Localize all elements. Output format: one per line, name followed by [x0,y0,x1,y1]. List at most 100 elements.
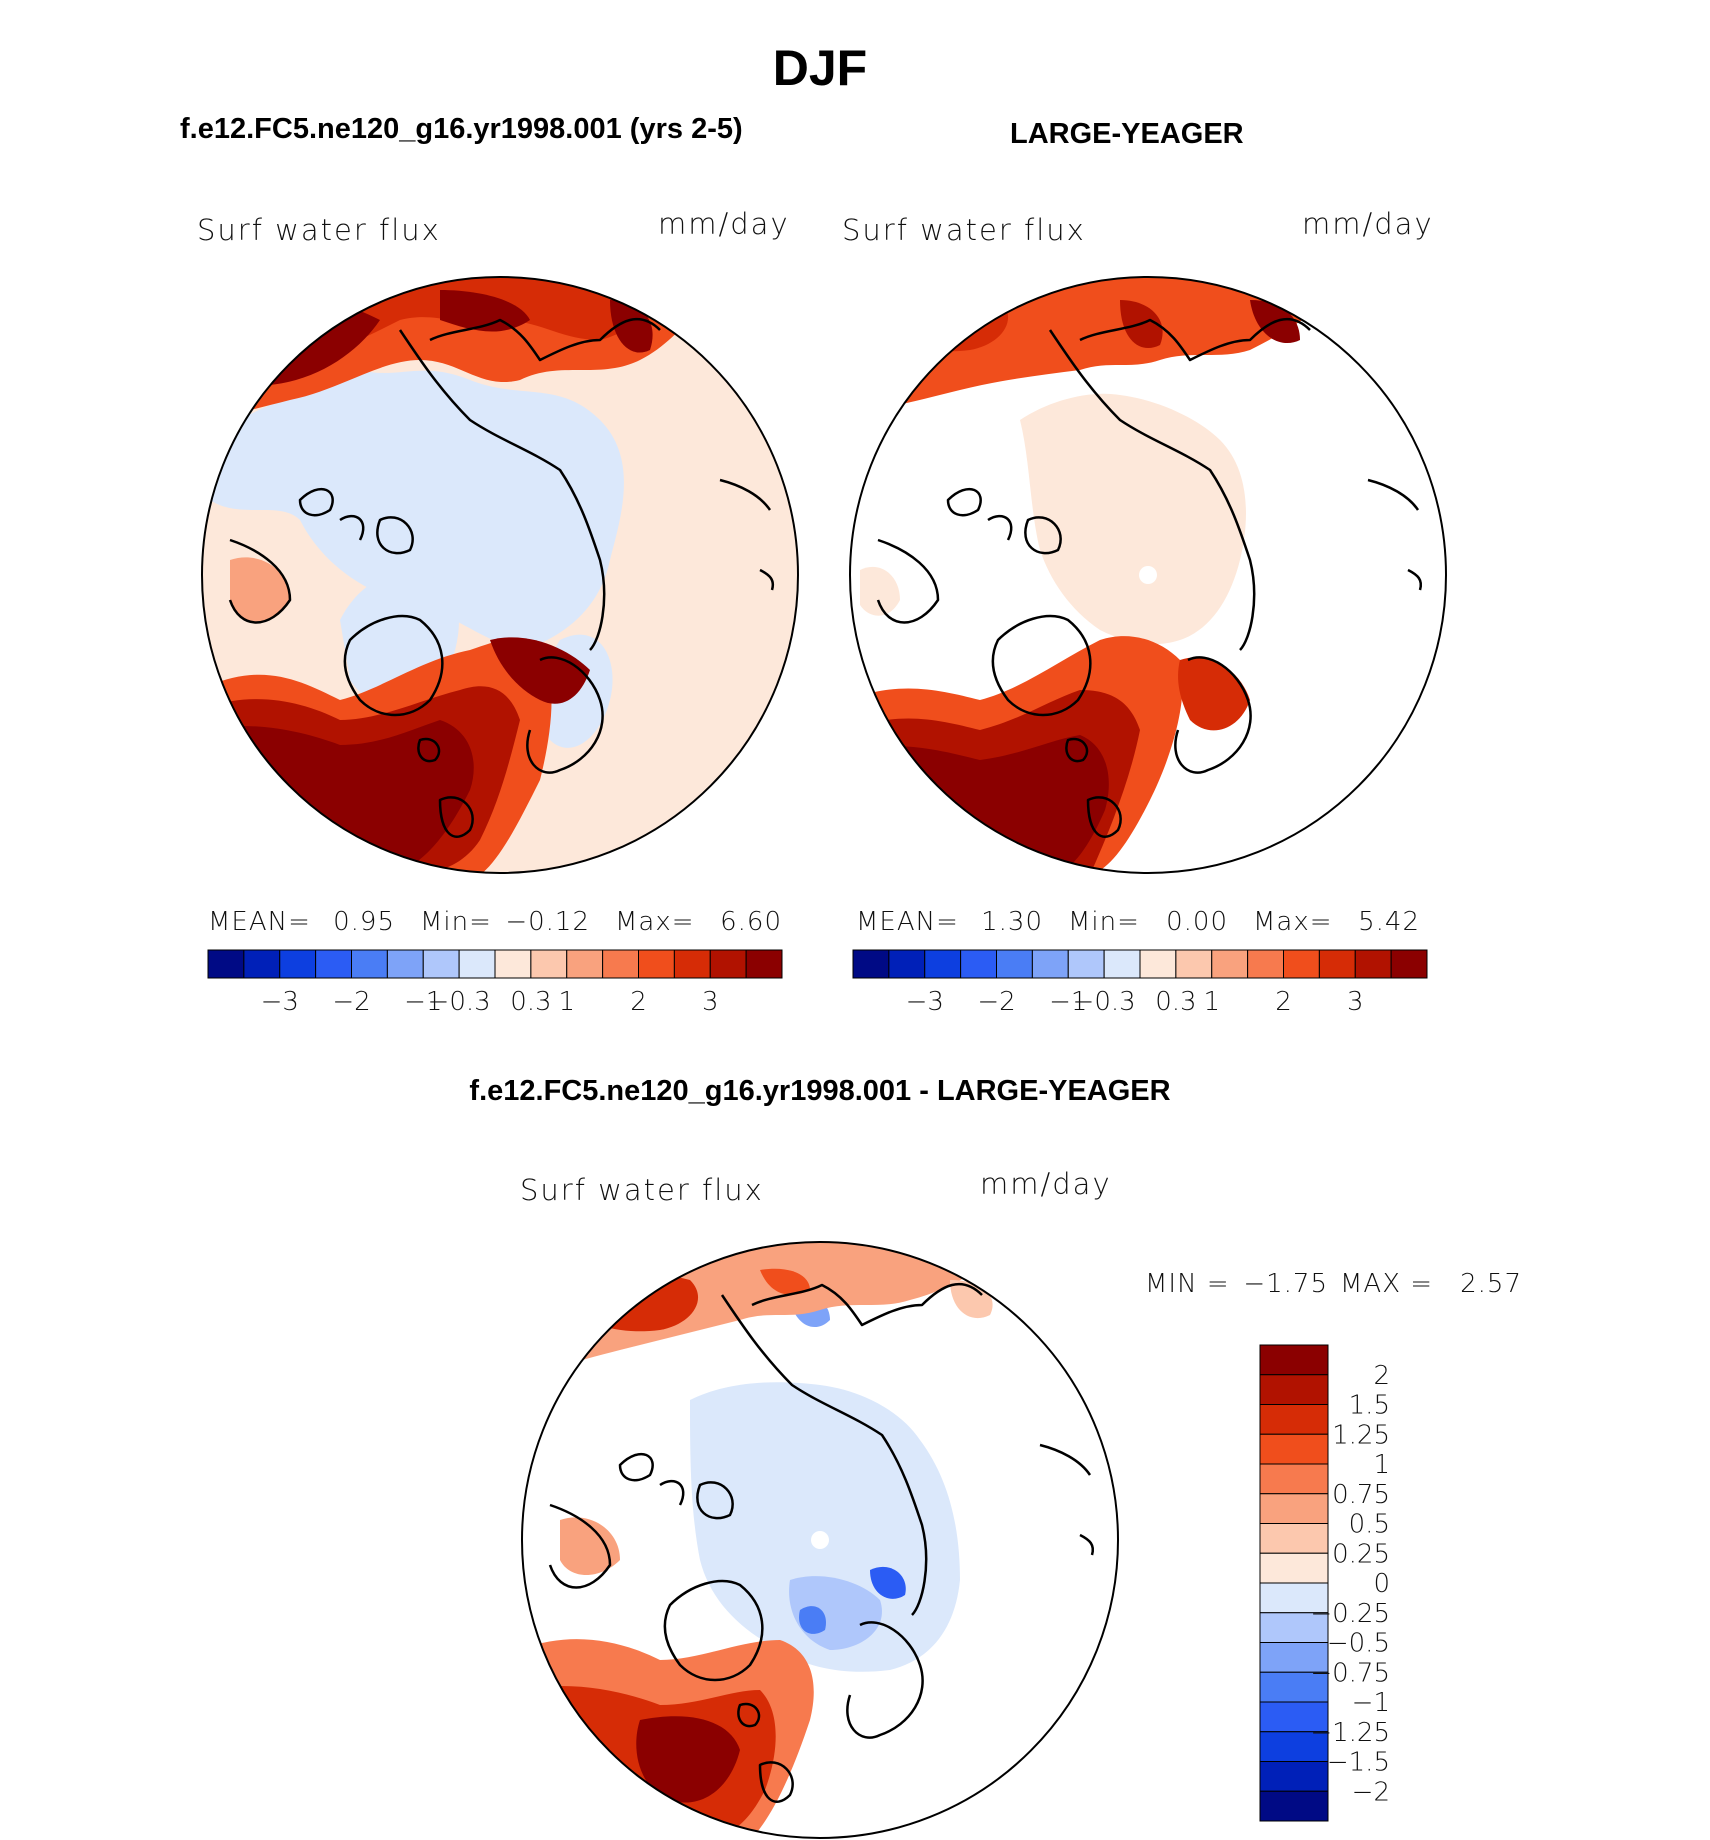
colorbar-tick-label: 0.75 [1332,1480,1390,1510]
colorbar-tick-label: −3 [906,987,944,1017]
colorbar-tick-label: −0.75 [1310,1658,1390,1688]
panel3-case-title: f.e12.FC5.ne120_g16.yr1998.001 - LARGE-Y… [469,1075,1170,1107]
colorbar-tick-label: 1 [1203,987,1220,1017]
colorbar-tick-label: 0.3 [1155,987,1196,1017]
colorbar-tick-label: −1.25 [1310,1718,1390,1748]
panel2-colorbar [852,949,1428,979]
colorbar-swatch [566,949,604,979]
colorbar-swatch [1259,1433,1329,1465]
colorbar-swatch [1247,949,1284,979]
panel3-map [521,1241,1119,1839]
colorbar-swatch [960,949,997,979]
panel2-stats: MEAN= 1.30 Min= 0.00 Max= 5.42 [856,907,1420,937]
colorbar-swatch [315,949,352,979]
panel2-max-value: 5.42 [1358,907,1420,937]
panel3-units-label: mm/day [980,1167,1112,1201]
colorbar-tick-label: −1.5 [1327,1748,1390,1778]
colorbar-swatch [1259,1374,1329,1405]
colorbar-tick-label: 0 [1373,1569,1390,1599]
colorbar-tick-label: −1 [404,987,442,1017]
colorbar-swatch [530,949,568,979]
colorbar-tick-label: 1.25 [1332,1420,1390,1450]
panel1-units-label: mm/day [658,207,790,241]
colorbar-swatch [1211,949,1249,979]
colorbar-swatch [1259,1404,1329,1435]
colorbar-tick-label: 2 [1373,1361,1390,1391]
panel1-case-title: f.e12.FC5.ne120_g16.yr1998.001 (yrs 2-5) [180,113,743,145]
colorbar-swatch [1259,1463,1329,1495]
colorbar-swatch [1259,1523,1329,1554]
colorbar-swatch [1259,1493,1329,1524]
panel2-variable-label: Surf water flux [842,213,1086,247]
panel2-mean-value: 1.30 [981,907,1043,937]
panel1-min-value: −0.12 [505,907,590,937]
colorbar-swatch [673,949,711,979]
panel3-min-label: MIN = [1145,1269,1230,1299]
figure-title: DJF [773,40,867,96]
colorbar-swatch [1259,1612,1329,1643]
panel1-map [201,276,799,874]
colorbar-swatch [602,949,639,979]
colorbar-swatch [1259,1761,1329,1792]
panel1-mean-value: 0.95 [333,907,395,937]
panel1-variable-label: Surf water flux [197,213,441,247]
colorbar-swatch [1259,1642,1329,1673]
colorbar-swatch [1318,949,1356,979]
colorbar-tick-label: −0.5 [1327,1629,1390,1659]
panel3-colorbar-ticks: 21.51.2510.750.50.250−0.25−0.5−0.75−1−1.… [1310,1361,1390,1808]
colorbar-tick-label: 0.3 [510,987,551,1017]
colorbar-tick-label: 3 [702,987,719,1017]
colorbar-swatch [709,949,747,979]
colorbar-tick-label: 2 [630,987,647,1017]
panel2-min-label: Min= [1068,907,1140,937]
colorbar-swatch [1175,949,1213,979]
colorbar-tick-label: 1 [1373,1450,1390,1480]
colorbar-swatch [996,949,1033,979]
panel1-colorbar-ticks: −3 −2 −1−0.3 0.3 1 2 3 [261,987,719,1017]
colorbar-swatch [207,949,245,979]
colorbar-tick-label: −3 [261,987,299,1017]
panel2-max-label: Max= [1253,907,1333,937]
colorbar-tick-label: −1 [1049,987,1087,1017]
colorbar-swatch [1390,949,1428,979]
colorbar-swatch [243,949,281,979]
panel2-min-value: 0.00 [1166,907,1228,937]
colorbar-swatch [386,949,424,979]
colorbar-tick-label: −1 [1352,1688,1390,1718]
colorbar-swatch [745,949,783,979]
colorbar-swatch [458,949,496,979]
panel1-min-label: Min= [420,907,492,937]
panel1-max-value: 6.60 [720,907,782,937]
colorbar-tick-label: 1 [558,987,575,1017]
panel2-colorbar-ticks: −3 −2 −1−0.3 0.3 1 2 3 [906,987,1364,1017]
colorbar-swatch [888,949,926,979]
panel2-case-title: LARGE-YEAGER [1010,118,1244,150]
panel3-stats: MIN = −1.75 MAX = 2.57 [1145,1269,1521,1299]
colorbar-swatch [351,949,388,979]
panel2-units-label: mm/day [1302,207,1434,241]
panel1-colorbar [207,949,783,979]
colorbar-swatch [494,949,532,979]
colorbar-swatch [1354,949,1392,979]
colorbar-swatch [279,949,317,979]
colorbar-tick-label: −0.25 [1310,1599,1390,1629]
panel3-colorbar [1259,1344,1329,1822]
colorbar-tick-label: −2 [1352,1777,1390,1807]
colorbar-tick-label: −0.3 [428,987,491,1017]
panel3-min-value: −1.75 [1243,1269,1328,1299]
panel3-variable-label: Surf water flux [520,1173,764,1207]
colorbar-swatch [1259,1701,1329,1733]
colorbar-swatch [1259,1552,1329,1584]
colorbar-swatch [422,949,460,979]
colorbar-swatch [1283,949,1320,979]
colorbar-tick-label: 2 [1275,987,1292,1017]
panel3-max-label: MAX = [1340,1269,1433,1299]
colorbar-tick-label: 0.5 [1349,1510,1390,1540]
colorbar-tick-label: −2 [977,987,1015,1017]
colorbar-tick-label: 1.5 [1349,1391,1390,1421]
colorbar-swatch [924,949,962,979]
panel1-stats: MEAN= 0.95 Min= −0.12 Max= 6.60 [208,907,782,937]
colorbar-swatch [1067,949,1105,979]
colorbar-swatch [1139,949,1177,979]
